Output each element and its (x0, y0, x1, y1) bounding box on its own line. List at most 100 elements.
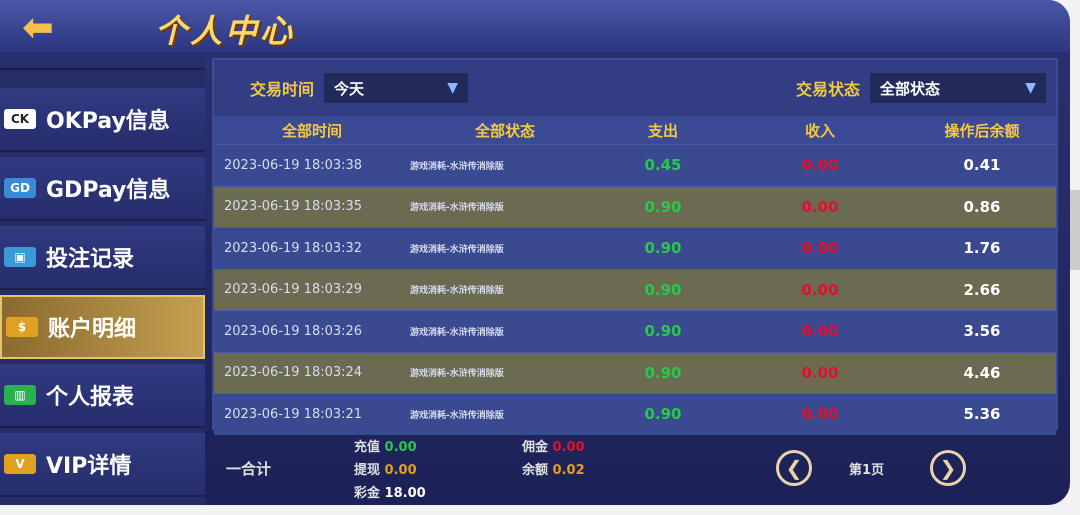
table-row: 2023-06-19 18:03:21 游戏消耗-水浒传消除版 0.90 0.00 5.… (214, 393, 1056, 435)
back-arrow-icon[interactable]: ⬅ (22, 5, 54, 49)
dropdown-arrow-icon: ▼ (1025, 80, 1036, 96)
time-filter-value: 今天 (334, 79, 365, 98)
time-filter-select[interactable]: 今天 ▼ (324, 73, 469, 103)
column-header[interactable]: 收入 (804, 121, 835, 140)
balance-cell: 3.56 (963, 322, 1001, 341)
description-cell: 游戏消耗-水浒传消除版 (410, 244, 504, 255)
table-body: 2023-06-19 18:03:38 游戏消耗-水浒传消除版 0.45 0.00 0.… (214, 144, 1056, 435)
summary-footer: 一合计 充值 0.00 提现 0.00 彩金 18.00 佣金 0.00 余额 … (212, 432, 1058, 502)
expense-cell: 0.90 (644, 280, 682, 299)
table-row: 2023-06-19 18:03:24 游戏消耗-水浒传消除版 0.90 0.00 4.… (214, 351, 1056, 393)
status-filter-value: 全部状态 (880, 79, 941, 98)
table-row: 2023-06-19 18:03:38 游戏消耗-水浒传消除版 0.45 0.00 0.… (214, 144, 1056, 186)
description-cell: 游戏消耗-水浒传消除版 (410, 369, 504, 380)
total-label: 一合计 (226, 460, 272, 478)
income-cell: 0.00 (801, 156, 839, 175)
scrollbar[interactable] (1070, 190, 1080, 270)
balance-cell: 2.66 (963, 280, 1001, 299)
bonus-value: 18.00 (384, 486, 426, 501)
withdraw-value: 0.00 (384, 463, 417, 478)
column-header[interactable]: 全部状态 (474, 121, 535, 140)
income-cell: 0.00 (801, 322, 839, 341)
balance-cell: 0.86 (963, 197, 1001, 216)
balance-label: 余额 (522, 463, 549, 478)
commission-summary: 佣金 0.00 (522, 436, 585, 455)
table-row: 2023-06-19 18:03:26 游戏消耗-水浒传消除版 0.90 0.00 3.… (214, 310, 1056, 352)
income-cell: 0.00 (801, 405, 839, 424)
chevron-right-icon: ❯ (939, 456, 957, 480)
recharge-label: 充值 (354, 440, 381, 455)
bonus-summary: 彩金 18.00 (354, 482, 426, 501)
sidebar-item-okpay[interactable]: CK OKPay信息 (0, 88, 205, 152)
table-row: 2023-06-19 18:03:35 游戏消耗-水浒传消除版 0.90 0.00 0.… (214, 185, 1056, 227)
commission-value: 0.00 (552, 440, 585, 455)
time-filter-label: 交易时间 (250, 80, 315, 99)
description-cell: 游戏消耗-水浒传消除版 (410, 327, 504, 338)
sidebar-item-label: 投注记录 (46, 247, 135, 272)
vip-icon: V (4, 454, 36, 474)
expense-cell: 0.90 (644, 322, 682, 341)
sidebar-item-label: GDPay信息 (46, 178, 171, 203)
table-header: 全部时间 全部状态 支出 收入 操作后余额 (214, 116, 1056, 144)
expense-cell: 0.45 (644, 156, 682, 175)
description-cell: 游戏消耗-水浒传消除版 (410, 203, 504, 214)
balance-summary: 余额 0.02 (522, 459, 585, 478)
table-row: 2023-06-19 18:03:32 游戏消耗-水浒传消除版 0.90 0.00 1.… (214, 227, 1056, 269)
income-cell: 0.00 (801, 239, 839, 258)
income-cell: 0.00 (801, 280, 839, 299)
bet-record-icon: ▣ (4, 247, 36, 267)
time-cell: 2023-06-19 18:03:29 (224, 282, 363, 298)
expense-cell: 0.90 (644, 405, 682, 424)
table-row: 2023-06-19 18:03:29 游戏消耗-水浒传消除版 0.90 0.00 2.… (214, 268, 1056, 310)
time-cell: 2023-06-19 18:03:21 (224, 406, 363, 422)
balance-value: 0.02 (552, 463, 585, 478)
withdraw-label: 提现 (354, 463, 381, 478)
next-page-button[interactable]: ❯ (930, 450, 966, 486)
account-detail-icon: $ (6, 317, 38, 337)
balance-cell: 4.46 (963, 363, 1001, 382)
sidebar-item-bet-record[interactable]: ▣ 投注记录 (0, 226, 205, 290)
okpay-icon: CK (4, 109, 36, 129)
sidebar-item-vip[interactable]: V VIP详情 (0, 433, 205, 497)
report-icon: ▥ (4, 385, 36, 405)
chevron-left-icon: ❮ (785, 456, 803, 480)
withdraw-summary: 提现 0.00 (354, 459, 417, 478)
page-title: 个人中心 (155, 12, 296, 50)
time-cell: 2023-06-19 18:03:24 (224, 365, 363, 381)
sidebar-item-label: 个人报表 (46, 385, 135, 410)
sidebar: ▪USDT信息CKOKPay信息GDGDPay信息▣投注记录$账户明细▥个人报表… (0, 6, 205, 505)
prev-page-button[interactable]: ❮ (776, 450, 812, 486)
description-cell: 游戏消耗-水浒传消除版 (410, 161, 504, 172)
status-filter-label: 交易状态 (795, 80, 860, 99)
recharge-value: 0.00 (384, 440, 417, 455)
expense-cell: 0.90 (644, 239, 682, 258)
dropdown-arrow-icon: ▼ (447, 80, 459, 96)
sidebar-item-label: 账户明细 (48, 317, 137, 342)
sidebar-item-label: OKPay信息 (46, 109, 170, 134)
app-window: ▪USDT信息CKOKPay信息GDGDPay信息▣投注记录$账户明细▥个人报表… (0, 0, 1070, 505)
bonus-label: 彩金 (354, 486, 381, 501)
recharge-summary: 充值 0.00 (354, 436, 417, 455)
status-filter-select[interactable]: 全部状态 ▼ (870, 73, 1046, 103)
time-cell: 2023-06-19 18:03:35 (224, 199, 363, 215)
sidebar-item-gdpay[interactable]: GD GDPay信息 (0, 157, 205, 221)
time-cell: 2023-06-19 18:03:38 (224, 157, 363, 173)
gdpay-icon: GD (4, 178, 36, 198)
income-cell: 0.00 (801, 197, 839, 216)
description-cell: 游戏消耗-水浒传消除版 (410, 286, 504, 297)
commission-label: 佣金 (522, 440, 549, 455)
sidebar-item-account-detail[interactable]: $ 账户明细 (0, 295, 205, 359)
income-cell: 0.00 (801, 363, 839, 382)
transaction-panel: 交易时间 今天 ▼ 交易状态 全部状态 ▼ 全部时间 全部状态 支出 收入 操作后余额 20… (212, 58, 1058, 435)
header: ⬅ 个人中心 (0, 0, 1070, 52)
balance-cell: 0.41 (963, 156, 1001, 175)
filter-bar: 交易时间 今天 ▼ 交易状态 全部状态 ▼ (214, 60, 1056, 116)
expense-cell: 0.90 (644, 197, 682, 216)
time-cell: 2023-06-19 18:03:32 (224, 240, 363, 256)
column-header[interactable]: 全部时间 (281, 121, 342, 140)
column-header[interactable]: 操作后余额 (944, 121, 1020, 140)
sidebar-item-report[interactable]: ▥ 个人报表 (0, 364, 205, 428)
page-indicator: 第1页 (849, 463, 885, 478)
balance-cell: 1.76 (963, 239, 1001, 258)
column-header[interactable]: 支出 (647, 121, 678, 140)
